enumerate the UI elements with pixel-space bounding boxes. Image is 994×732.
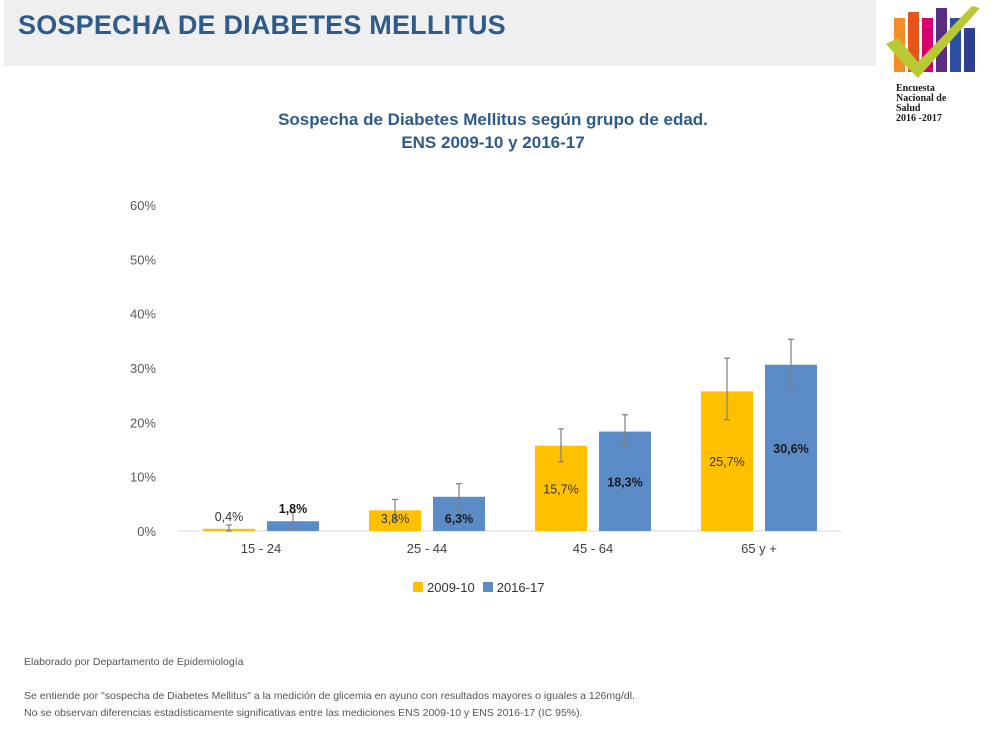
ens-logo (886, 6, 980, 78)
logo-line: Salud (896, 103, 921, 114)
y-tick-label: 0% (137, 524, 156, 539)
data-label: 30,6% (773, 442, 808, 456)
chart-title: Sospecha de Diabetes Mellitus según grup… (278, 110, 708, 129)
y-tick-label: 50% (130, 252, 156, 267)
data-label: 6,3% (445, 512, 474, 526)
logo-caption: Encuesta Nacional de Salud 2016 -2017 (896, 84, 986, 124)
header-band (4, 0, 876, 66)
logo-line: Encuesta (896, 83, 935, 94)
chart-title-block: Sospecha de Diabetes Mellitus según grup… (200, 108, 786, 154)
y-tick-label: 40% (130, 307, 156, 322)
x-tick-label: 65 y + (741, 541, 777, 556)
logo-line: Nacional de (896, 93, 947, 104)
data-label: 18,3% (607, 475, 642, 489)
footnote-definition: Se entiende por "sospecha de Diabetes Me… (24, 690, 635, 702)
data-label: 25,7% (709, 455, 744, 469)
y-tick-label: 60% (130, 198, 156, 213)
x-tick-label: 15 - 24 (241, 541, 281, 556)
slide-title: SOSPECHA DE DIABETES MELLITUS (18, 10, 506, 40)
footnote-significance: No se observan diferencias estadísticame… (24, 707, 583, 719)
chart-legend: 2009-10 2016-17 (413, 578, 552, 596)
bar-2016-17 (599, 431, 651, 531)
data-label: 0,4% (215, 510, 244, 524)
data-label: 3,8% (381, 512, 410, 526)
legend-swatch-2009 (413, 582, 423, 592)
y-tick-label: 20% (130, 415, 156, 430)
data-label: 15,7% (543, 482, 578, 496)
chart-subtitle: ENS 2009-10 y 2016-17 (401, 133, 585, 152)
footnote-source: Elaborado por Departamento de Epidemiolo… (24, 656, 244, 668)
legend-label-2009: 2009-10 (427, 579, 475, 595)
legend-item-2016: 2016-17 (482, 579, 545, 595)
bar-chart: 0% 10% 20% 30% 40% 50% 60% 15 - 24 0,4% 1,8% 25 - … (130, 198, 842, 556)
y-tick-label: 30% (130, 361, 156, 376)
legend-label-2016: 2016-17 (496, 579, 545, 595)
x-tick-label: 45 - 64 (573, 541, 613, 556)
y-tick-label: 10% (130, 470, 156, 485)
x-tick-label: 25 - 44 (407, 541, 447, 556)
legend-swatch-2016 (482, 582, 493, 592)
data-label: 1,8% (279, 502, 308, 516)
legend-item-2009: 2009-10 (413, 580, 475, 595)
bar-2016-17 (765, 364, 817, 531)
logo-line: 2016 -2017 (896, 113, 942, 124)
